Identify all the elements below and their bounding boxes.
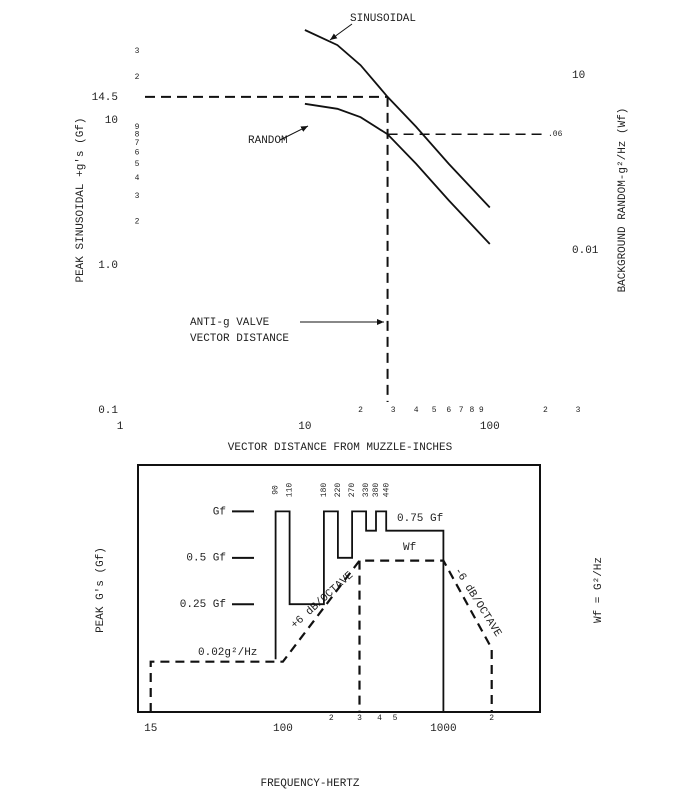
y2-tick-label: 0.01: [572, 245, 599, 257]
y2-axis-title: Wf = G²/Hz: [593, 557, 605, 623]
y-axis-title: PEAK G's (Gf): [95, 547, 107, 633]
y2-tick-label: 10: [572, 70, 585, 82]
y-tick-label: 5: [135, 160, 140, 169]
y-tick-label: 9: [135, 123, 140, 132]
annotation: .06: [548, 130, 563, 139]
dwell-label: 440: [382, 483, 391, 498]
dwell-label: 220: [334, 483, 343, 498]
y-tick-label: 6: [135, 149, 140, 158]
y-tick-label: 2: [135, 218, 140, 227]
y-tick-label: 8: [135, 130, 140, 139]
annotation: ANTI-g VALVE: [190, 317, 270, 329]
x-tick-label: 15: [144, 723, 157, 735]
y-tick-label: 3: [135, 192, 140, 201]
data-line: [304, 102, 491, 245]
dwell-label: 330: [362, 483, 371, 498]
y-tick-label: 10: [105, 115, 118, 127]
x-tick-label: 3: [576, 406, 581, 415]
x-tick-label: 9: [479, 406, 484, 415]
x-tick-label: 8: [469, 406, 474, 415]
x-tick-label: 3: [357, 714, 362, 723]
annotation: -6 dB/OCTAVE: [451, 566, 503, 640]
annotation: VECTOR DISTANCE: [190, 333, 289, 345]
x-axis-title: FREQUENCY-HERTZ: [260, 778, 359, 790]
dwell-label: 270: [348, 483, 357, 498]
annotation: RANDOM: [248, 135, 288, 147]
y-tick-label: 4: [135, 174, 140, 183]
plot-frame: [137, 464, 541, 713]
y-tick-label: Gf: [213, 506, 226, 518]
x-axis-title: VECTOR DISTANCE FROM MUZZLE-INCHES: [228, 442, 453, 454]
y-tick-label: 2: [135, 73, 140, 82]
x-tick-label: 7: [459, 406, 464, 415]
dwell-label: 90: [272, 485, 281, 495]
x-tick-label: 2: [543, 406, 548, 415]
x-tick-label: 5: [393, 714, 398, 723]
data-line: [304, 29, 491, 209]
x-tick-label: 2: [489, 714, 494, 723]
x-tick-label: 1000: [430, 723, 456, 735]
x-tick-label: 2: [329, 714, 334, 723]
y-axis-title: PEAK SINUSOIDAL +g's (Gf): [75, 117, 87, 282]
x-tick-label: 4: [377, 714, 382, 723]
arrow: [279, 125, 309, 141]
arrow: [329, 23, 353, 41]
x-tick-label: 10: [298, 421, 311, 433]
x-tick-label: 5: [432, 406, 437, 415]
x-tick-label: 4: [414, 406, 419, 415]
y-tick-label: 3: [135, 47, 140, 56]
annotation: 0.02g²/Hz: [198, 647, 257, 659]
y-tick-label: 0.1: [98, 405, 118, 417]
x-tick-label: 2: [358, 406, 363, 415]
y-tick-label: 0.25 Gf: [180, 599, 226, 611]
dwell-label: 180: [320, 483, 329, 498]
dwell-label: 110: [286, 483, 295, 498]
x-tick-label: 3: [391, 406, 396, 415]
y-tick-label: 14.5: [92, 92, 118, 104]
x-tick-label: 6: [446, 406, 451, 415]
y-tick-label: 7: [135, 139, 140, 148]
y2-axis-title: BACKGROUND RANDOM-g²/Hz (Wf): [617, 108, 629, 293]
x-tick-label: 100: [480, 421, 500, 433]
annotation: 0.75 Gf: [397, 513, 443, 525]
x-tick-label: 100: [273, 723, 293, 735]
annotation: Wf: [403, 542, 416, 554]
y-tick-label: 0.5 Gf: [186, 553, 226, 565]
x-tick-label: 1: [117, 421, 124, 433]
data-line: [274, 510, 445, 712]
dwell-label: 380: [372, 483, 381, 498]
y-tick-label: 1.0: [98, 260, 118, 272]
annotation: SINUSOIDAL: [350, 13, 416, 25]
data-line: [149, 559, 493, 712]
